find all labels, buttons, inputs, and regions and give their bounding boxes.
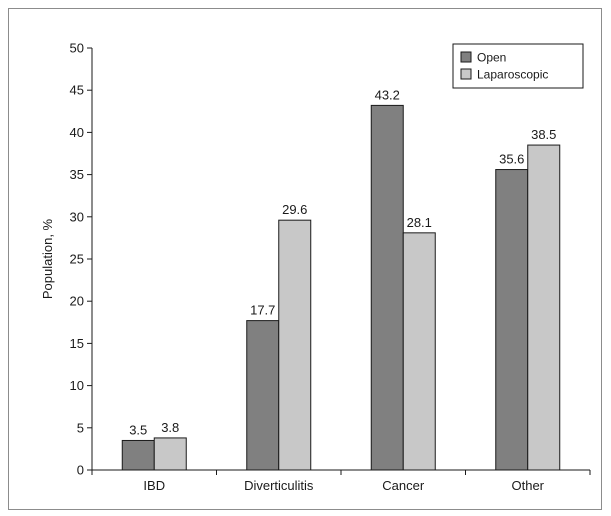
y-axis-title: Population, % [40,218,55,299]
data-label: 3.5 [129,422,147,437]
y-tick-label: 45 [70,83,84,98]
y-tick-label: 30 [70,209,84,224]
y-tick-label: 40 [70,125,84,140]
y-tick-label: 5 [77,420,84,435]
bar-open-diverticulitis [247,321,279,470]
y-tick-label: 20 [70,294,84,309]
x-tick-label: Cancer [382,478,425,493]
bar-laparoscopic-cancer [403,233,435,470]
x-axis: IBD Diverticulitis Cancer Other [92,470,590,493]
bar-laparoscopic-other [528,145,560,470]
data-labels: 3.5 3.8 17.7 29.6 43.2 28.1 35.6 38.5 [129,87,556,437]
y-tick-label: 35 [70,167,84,182]
x-tick-label: IBD [143,478,165,493]
data-label: 28.1 [407,215,432,230]
legend-label-open: Open [477,51,506,65]
y-tick-label: 10 [70,378,84,393]
bar-laparoscopic-ibd [154,438,186,470]
y-tick-label: 0 [77,463,84,478]
y-tick-label: 25 [70,252,84,267]
data-label: 43.2 [375,87,400,102]
bar-open-cancer [371,105,403,470]
data-label: 17.7 [250,303,275,318]
data-label: 29.6 [282,202,307,217]
x-tick-label: Other [511,478,544,493]
bars [122,105,560,470]
y-tick-label: 50 [70,41,84,56]
y-axis: 0 5 10 15 20 25 30 35 40 45 50 [70,41,92,478]
x-tick-label: Diverticulitis [244,478,314,493]
data-label: 35.6 [499,152,524,167]
legend: Open Laparoscopic [453,44,583,88]
legend-swatch-open [461,52,471,62]
bar-laparoscopic-diverticulitis [279,220,311,470]
legend-label-laparoscopic: Laparoscopic [477,68,548,82]
data-label: 38.5 [531,127,556,142]
legend-swatch-laparoscopic [461,69,471,79]
bar-open-ibd [122,440,154,470]
data-label: 3.8 [161,420,179,435]
y-tick-label: 15 [70,336,84,351]
bar-open-other [496,170,528,470]
